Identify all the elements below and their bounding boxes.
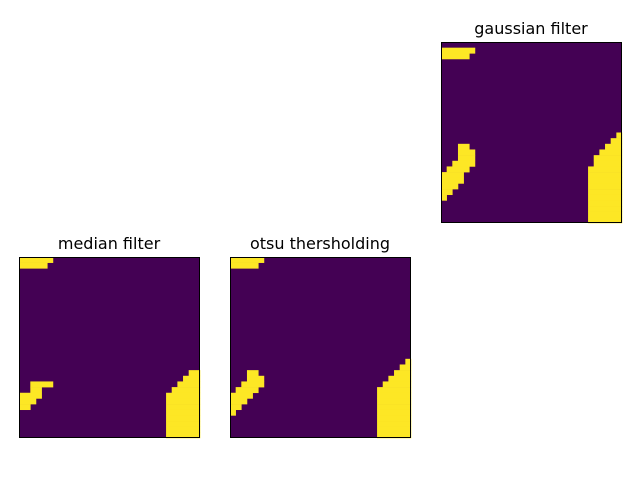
heatmap-cell-run — [616, 132, 623, 139]
axes-frame — [441, 42, 622, 223]
heatmap-cell-run — [166, 426, 201, 433]
heatmap-cell-run — [246, 370, 259, 377]
heatmap-cell-run — [399, 364, 412, 371]
heatmap-cell-run — [166, 409, 201, 416]
heatmap-cell-run — [230, 262, 259, 269]
heatmap-cell-run — [441, 172, 464, 179]
heatmap-cell-run — [230, 392, 253, 399]
heatmap-cell-run — [230, 398, 248, 405]
heatmap-cell-run — [441, 53, 470, 60]
heatmap-cell-run — [588, 194, 623, 201]
heatmap-cell-run — [166, 398, 201, 405]
heatmap-cell-run — [230, 409, 236, 416]
heatmap-cell-run — [166, 404, 201, 411]
axes-frame — [19, 257, 200, 438]
heatmap-cell-run — [188, 370, 201, 377]
heatmap-cell-run — [405, 358, 412, 365]
heatmap-cell-run — [166, 415, 201, 422]
heatmap-cell-run — [230, 257, 265, 263]
heatmap-cell-run — [588, 166, 623, 173]
heatmap-cell-run — [441, 183, 459, 190]
heatmap-cell-run — [377, 398, 412, 405]
panel-gaussian-filter: gaussian filter — [441, 19, 623, 224]
heatmap-cell-run — [610, 138, 623, 145]
heatmap-median — [19, 257, 201, 439]
heatmap-cell-run — [605, 143, 623, 150]
heatmap-cell-run — [588, 177, 623, 184]
heatmap-cell-run — [377, 387, 412, 394]
heatmap-cell-run — [588, 206, 623, 212]
heatmap-cell-run — [377, 432, 412, 439]
heatmap-cell-run — [377, 426, 412, 433]
heatmap-gaussian — [441, 42, 623, 224]
heatmap-cell-run — [588, 172, 623, 179]
panel-title-otsu: otsu thersholding — [250, 234, 390, 253]
heatmap-cell-run — [588, 189, 623, 196]
heatmap-cell-run — [30, 387, 42, 394]
heatmap-cell-run — [394, 370, 412, 377]
heatmap-cell-run — [377, 392, 412, 399]
heatmap-cell-run — [377, 409, 412, 416]
heatmap-cell-run — [457, 149, 476, 156]
heatmap-cell-run — [446, 166, 470, 173]
heatmap-cell-run — [230, 404, 242, 411]
panel-median-filter: median filter — [19, 234, 201, 439]
heatmap-cell-run — [588, 183, 623, 190]
heatmap-cell-run — [452, 160, 476, 167]
panel-title-median: median filter — [58, 234, 161, 253]
heatmap-cell-run — [377, 404, 412, 411]
heatmap-cell-run — [30, 381, 54, 388]
panel-title-gaussian: gaussian filter — [474, 19, 588, 38]
heatmap-cell-run — [377, 421, 412, 427]
heatmap-cell-run — [19, 257, 54, 263]
heatmap-cell-run — [457, 143, 470, 150]
heatmap-cell-run — [19, 404, 31, 411]
heatmap-cell-run — [382, 381, 412, 388]
heatmap-cell-run — [588, 200, 623, 207]
heatmap-cell-run — [171, 387, 201, 394]
heatmap-cell-run — [599, 149, 623, 156]
panel-otsu-thresholding: otsu thersholding — [230, 234, 412, 439]
heatmap-otsu — [230, 257, 412, 439]
heatmap-cell-run — [441, 47, 476, 54]
heatmap-cell-run — [166, 421, 201, 427]
heatmap-cell-run — [588, 217, 623, 224]
heatmap-cell-run — [235, 387, 259, 394]
heatmap-cell-run — [588, 211, 623, 218]
heatmap-cell-run — [441, 194, 447, 201]
heatmap-cell-run — [593, 155, 623, 162]
heatmap-cell-run — [177, 381, 201, 388]
heatmap-cell-run — [377, 415, 412, 422]
heatmap-cell-run — [441, 189, 453, 196]
heatmap-cell-run — [241, 381, 265, 388]
heatmap-cell-run — [388, 375, 412, 382]
heatmap-cell-run — [19, 398, 37, 405]
heatmap-cell-run — [183, 375, 201, 382]
heatmap-cell-run — [166, 392, 201, 399]
heatmap-cell-run — [457, 155, 476, 162]
heatmap-cell-run — [593, 160, 623, 167]
heatmap-cell-run — [246, 375, 265, 382]
axes-frame — [230, 257, 411, 438]
heatmap-cell-run — [19, 392, 42, 399]
heatmap-cell-run — [441, 177, 464, 184]
heatmap-cell-run — [166, 432, 201, 439]
heatmap-cell-run — [19, 262, 48, 269]
